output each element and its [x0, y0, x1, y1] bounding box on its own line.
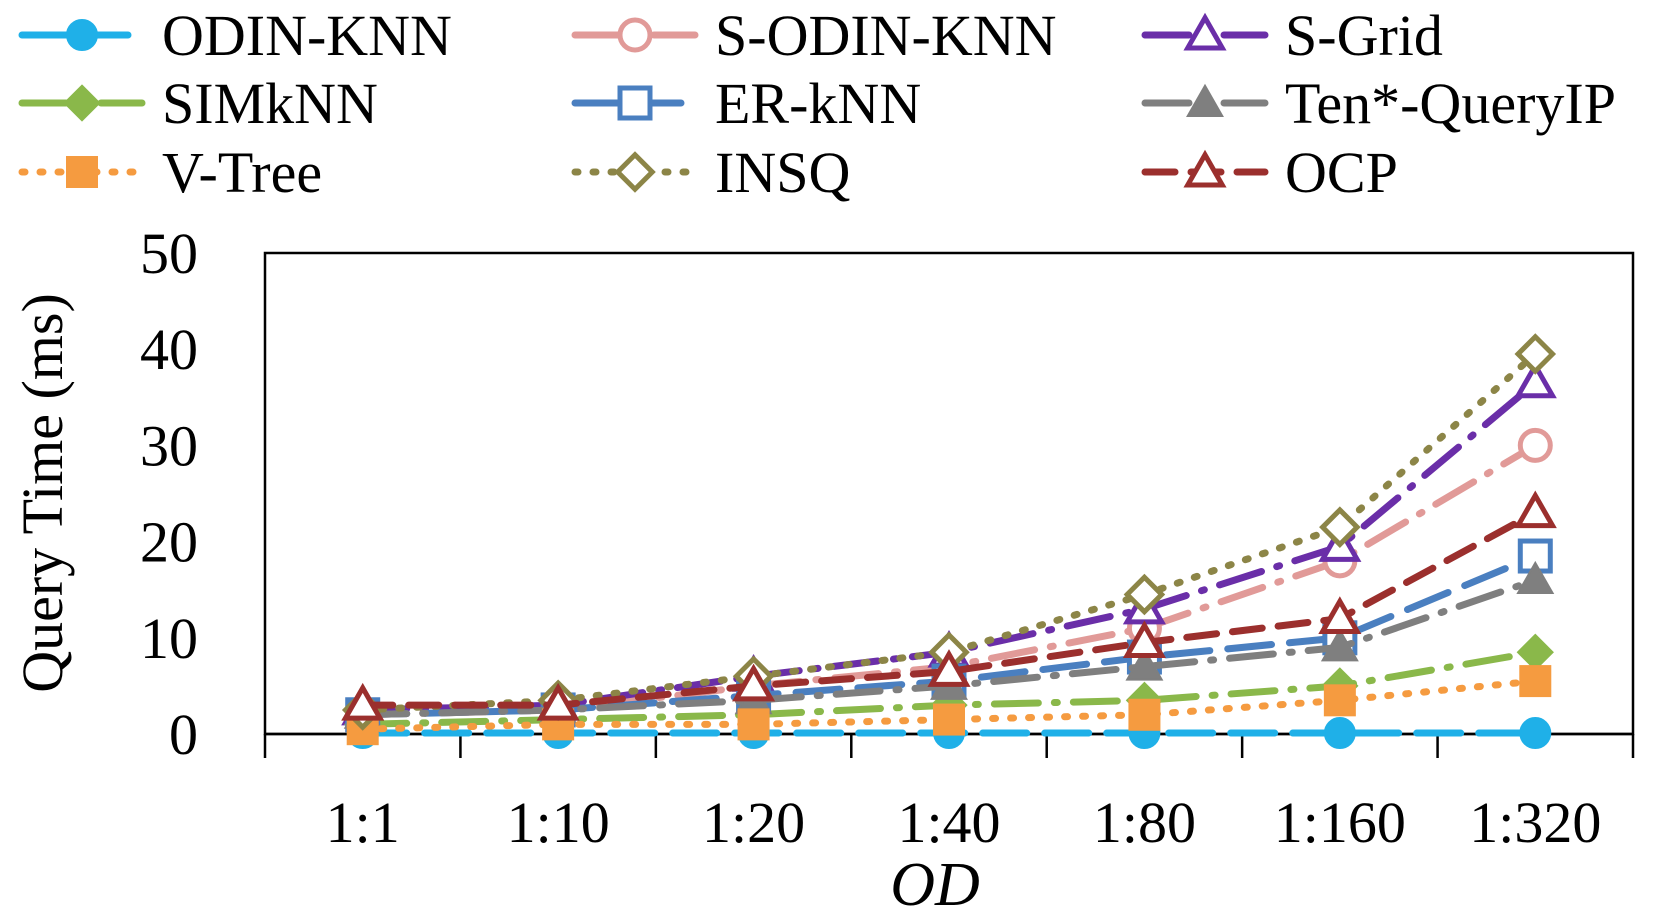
legend-marker: [1186, 83, 1224, 117]
legend-entry: V-Tree: [18, 140, 322, 205]
legend-entry: ER-kNN: [571, 71, 921, 136]
y-tick-label: 20: [140, 510, 198, 575]
plot-area: 1:1 1:10 1:20 1:40 1:80 1:160 1:320 0 10 20 30 40 5…: [140, 221, 1635, 855]
legend-label: SIMkNN: [162, 71, 378, 136]
data-point: [341, 682, 385, 721]
data-point: [1513, 490, 1557, 529]
series-layer: [341, 333, 1557, 750]
data-point: [1318, 596, 1362, 634]
y-axis: 0 10 20 30 40 50: [140, 221, 198, 767]
x-tick-label: 1:20: [702, 790, 805, 855]
x-tick-label: 1:40: [897, 790, 1000, 855]
legend-label: ODIN-KNN: [162, 3, 452, 68]
x-axis-label: OD: [890, 851, 980, 914]
x-tick-label: 1:160: [1274, 790, 1406, 855]
legend: ODIN-KNN S-ODIN-KNN S-Grid SIMkNN ER-kNN Ten*…: [18, 3, 1616, 205]
data-point: [927, 649, 971, 687]
legend-entry: S-ODIN-KNN: [571, 3, 1057, 68]
series-ocp: [341, 490, 1557, 721]
y-tick-label: 50: [140, 221, 198, 286]
legend-entry: SIMkNN: [18, 71, 378, 136]
legend-label: INSQ: [715, 140, 850, 205]
data-point: [1319, 506, 1361, 548]
x-tick-label: 1:80: [1093, 790, 1196, 855]
data-point: [1323, 717, 1356, 750]
legend-marker: [617, 17, 653, 53]
y-tick-label: 0: [169, 702, 198, 767]
legend-label: V-Tree: [162, 140, 322, 205]
legend-entry: INSQ: [571, 140, 850, 205]
data-point: [737, 708, 770, 741]
data-point: [536, 682, 580, 721]
y-tick-label: 30: [140, 413, 198, 478]
legend-marker: [66, 156, 98, 188]
y-axis-label: Query Time (ms): [10, 293, 75, 693]
legend-marker: [66, 19, 98, 51]
x-tick-label: 1:1: [326, 790, 400, 855]
data-point: [1517, 427, 1553, 463]
legend-entry: Ten*-QueryIP: [1141, 71, 1616, 136]
legend-entry: OCP: [1141, 140, 1398, 205]
data-point: [1128, 698, 1161, 731]
x-tick-label: 1:320: [1469, 790, 1601, 855]
data-point: [732, 663, 776, 702]
data-point: [1519, 665, 1552, 698]
data-point: [1320, 628, 1359, 662]
legend-marker: [614, 151, 656, 193]
legend-label: S-Grid: [1285, 3, 1443, 68]
data-point: [1122, 620, 1166, 659]
legend-marker: [1183, 149, 1227, 188]
y-tick-label: 40: [140, 317, 198, 382]
data-point: [1519, 717, 1552, 750]
y-tick-label: 10: [140, 606, 198, 671]
legend-marker: [617, 85, 653, 121]
data-point: [1516, 560, 1555, 595]
data-point: [1123, 573, 1166, 616]
x-axis: 1:1 1:10 1:20 1:40 1:80 1:160 1:320: [263, 732, 1635, 855]
legend-label: ER-kNN: [715, 71, 921, 136]
legend-marker: [63, 84, 101, 122]
legend-entry: ODIN-KNN: [18, 3, 452, 68]
data-point: [1513, 360, 1557, 399]
x-tick-label: 1:10: [507, 790, 610, 855]
legend-label: OCP: [1285, 140, 1398, 205]
legend-marker: [1183, 12, 1227, 51]
legend-label: S-ODIN-KNN: [715, 3, 1057, 68]
legend-entry: S-Grid: [1141, 3, 1443, 68]
legend-label: Ten*-QueryIP: [1285, 71, 1616, 136]
data-point: [1516, 633, 1554, 671]
data-point: [933, 703, 965, 736]
data-point: [1323, 684, 1356, 717]
data-point: [1514, 333, 1557, 375]
data-point: [1125, 647, 1164, 681]
